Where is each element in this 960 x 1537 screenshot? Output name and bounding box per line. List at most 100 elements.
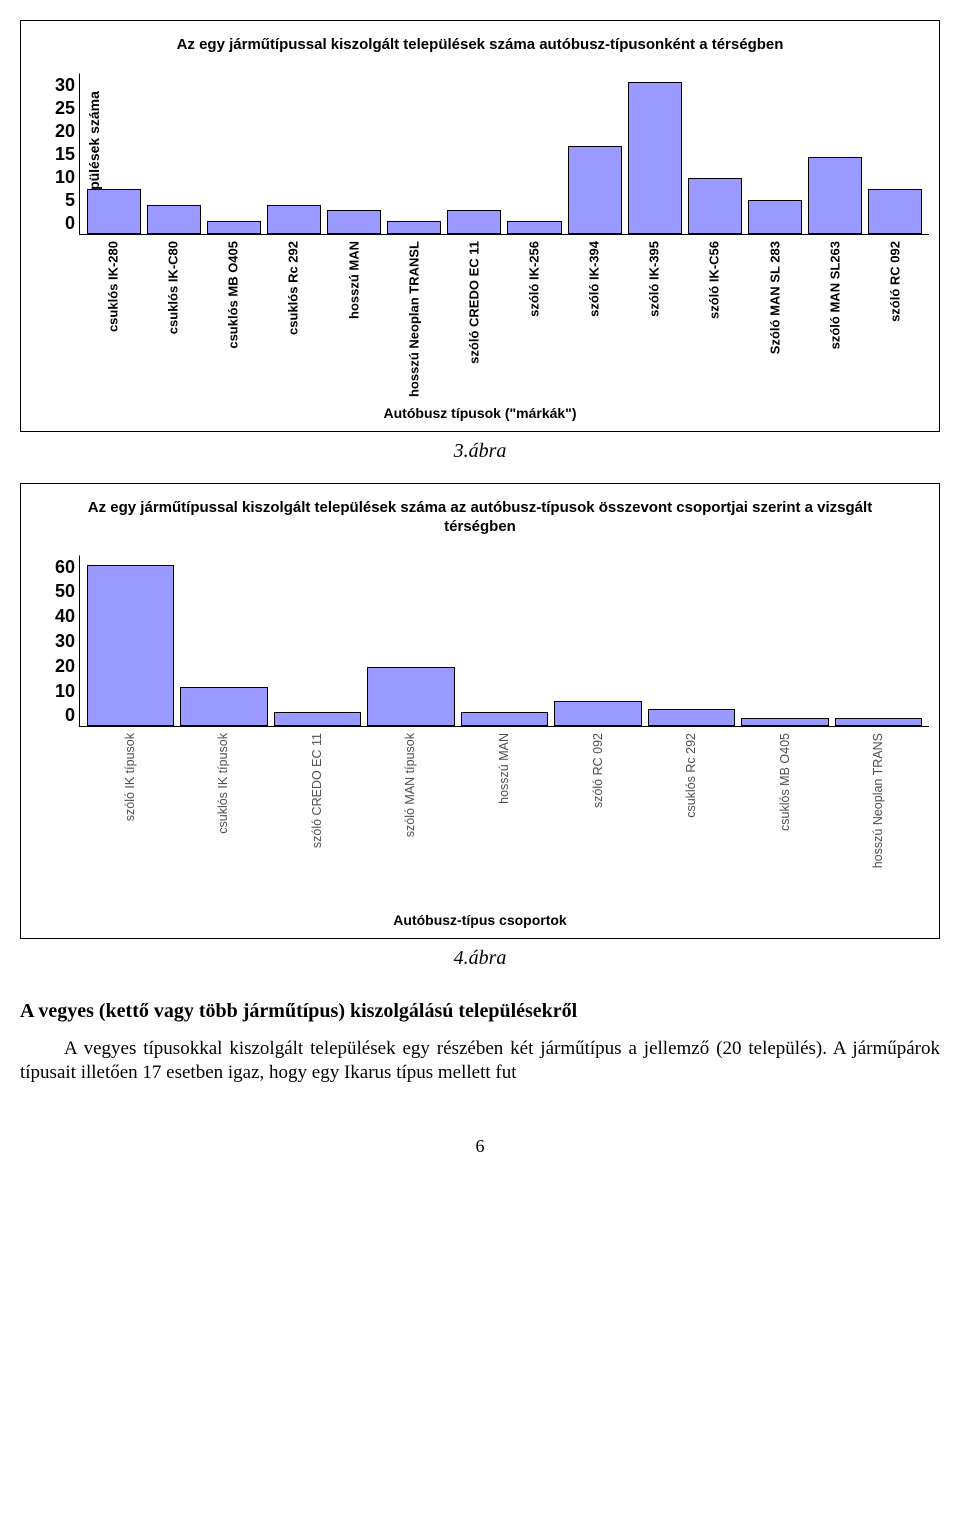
spacer — [31, 727, 55, 906]
y-tick: 30 — [55, 631, 75, 652]
y-tick: 40 — [55, 606, 75, 627]
bar — [87, 189, 141, 234]
bar — [741, 718, 828, 726]
bar-slot — [144, 205, 204, 234]
x-tick-label: szóló MAN típusok — [403, 733, 417, 837]
bar-slot — [364, 667, 457, 726]
bar-slot — [458, 712, 551, 725]
x-tick-label: csuklós Rc 292 — [286, 241, 301, 335]
bar — [267, 205, 321, 234]
x-tick-label: szóló MAN SL263 — [827, 241, 842, 349]
x-tick-label: szóló IK-C56 — [707, 241, 722, 319]
bar-slot — [324, 210, 384, 233]
bar-slot — [832, 718, 925, 726]
chart1-y-label-wrap: Települések száma — [31, 73, 55, 235]
body-paragraph: A vegyes típusokkal kiszolgált település… — [20, 1037, 940, 1086]
bar — [648, 709, 735, 725]
bar-slot — [745, 200, 805, 234]
bar — [180, 687, 267, 726]
bar — [554, 701, 641, 726]
bar — [147, 205, 201, 234]
x-tick-slot: csuklós MB O405 — [738, 727, 832, 906]
x-tick-slot: hosszú MAN — [324, 235, 384, 399]
y-tick: 30 — [55, 75, 75, 96]
chart2-y-label-wrap: Települések száma — [31, 555, 55, 727]
x-tick-label: szóló IK típusok — [123, 733, 137, 821]
x-tick-slot: csuklós IK típusok — [177, 727, 271, 906]
bar — [835, 718, 922, 726]
y-tick: 0 — [65, 705, 75, 726]
x-tick-slot: csuklós Rc 292 — [644, 727, 738, 906]
bar — [568, 146, 622, 233]
x-tick-label: csuklós Rc 292 — [684, 733, 698, 818]
y-tick: 5 — [65, 190, 75, 211]
bar-slot — [384, 221, 444, 234]
page-number: 6 — [20, 1136, 940, 1157]
chart1-caption: 3.ábra — [20, 440, 940, 463]
chart2-xticks-row: szóló IK típusok csuklós IK típusok szóló … — [31, 727, 929, 906]
x-tick-slot: csuklós MB O405 — [203, 235, 263, 399]
x-tick-label: csuklós IK típusok — [216, 733, 230, 834]
x-tick-label: hosszú Neoplan TRANS — [871, 733, 885, 868]
bar-slot — [271, 712, 364, 725]
y-tick: 20 — [55, 121, 75, 142]
x-tick-slot: hosszú Neoplan TRANS — [832, 727, 926, 906]
y-tick: 10 — [55, 681, 75, 702]
chart2-y-ticks: 6050403020100 — [55, 555, 79, 727]
y-tick: 25 — [55, 98, 75, 119]
x-tick-label: szóló CREDO EC 11 — [466, 241, 481, 364]
chart1-xticks-row: csuklós IK-280 csuklós IK-C80 csuklós MB O… — [31, 235, 929, 399]
bar — [808, 157, 862, 234]
x-tick-label: csuklós MB O405 — [778, 733, 792, 831]
x-tick-slot: szóló RC 092 — [551, 727, 645, 906]
bar — [688, 178, 742, 233]
x-tick-slot: szóló CREDO EC 11 — [270, 727, 364, 906]
x-tick-slot: szóló IK-256 — [504, 235, 564, 399]
x-tick-label: szóló RC 092 — [591, 733, 605, 808]
x-tick-label: szóló RC 092 — [887, 241, 902, 322]
x-tick-label: csuklós MB O405 — [226, 241, 241, 349]
bar-slot — [264, 205, 324, 234]
chart2-title: Az egy járműtípussal kiszolgált települé… — [71, 498, 889, 537]
x-tick-label: Szóló MAN SL 283 — [767, 241, 782, 354]
bar — [868, 189, 922, 234]
x-tick-slot: csuklós Rc 292 — [263, 235, 323, 399]
bar-slot — [625, 82, 685, 233]
bar-slot — [444, 210, 504, 233]
spacer — [55, 727, 79, 906]
x-tick-label: hosszú Neoplan TRANSL — [406, 241, 421, 397]
bar-slot — [204, 221, 264, 234]
y-tick: 10 — [55, 167, 75, 188]
spacer — [55, 235, 79, 399]
bar — [274, 712, 361, 725]
x-tick-label: hosszú MAN — [346, 241, 361, 319]
chart1-x-axis-label: Autóbusz típusok ("márkák") — [31, 405, 929, 421]
y-tick: 15 — [55, 144, 75, 165]
chart2-container: Az egy járműtípussal kiszolgált települé… — [20, 483, 940, 939]
x-tick-label: csuklós IK-280 — [106, 241, 121, 332]
bar — [748, 200, 802, 234]
bar-slot — [551, 701, 644, 726]
x-tick-slot: szóló MAN SL263 — [805, 235, 865, 399]
chart1-title: Az egy járműtípussal kiszolgált települé… — [71, 35, 889, 55]
x-tick-label: szóló IK-394 — [587, 241, 602, 317]
y-tick: 60 — [55, 557, 75, 578]
x-tick-slot: szóló IK típusok — [83, 727, 177, 906]
spacer — [31, 235, 55, 399]
x-tick-slot: szóló IK-395 — [624, 235, 684, 399]
bar-slot — [84, 565, 177, 726]
chart2-plot-row: Települések száma 6050403020100 — [31, 555, 929, 727]
chart1-container: Az egy járműtípussal kiszolgált települé… — [20, 20, 940, 432]
bar-slot — [504, 221, 564, 234]
chart2-caption: 4.ábra — [20, 947, 940, 970]
x-tick-label: hosszú MAN — [497, 733, 511, 804]
chart1-plot-area — [79, 73, 929, 235]
chart1-plot-row: Települések száma 302520151050 — [31, 73, 929, 235]
bar-slot — [84, 189, 144, 234]
x-tick-label: szóló CREDO EC 11 — [310, 733, 324, 848]
section-heading: A vegyes (kettő vagy több járműtípus) ki… — [20, 1000, 940, 1023]
x-tick-slot: szóló RC 092 — [865, 235, 925, 399]
x-tick-slot: szóló CREDO EC 11 — [444, 235, 504, 399]
x-tick-slot: csuklós IK-C80 — [143, 235, 203, 399]
x-tick-slot: szóló MAN típusok — [364, 727, 458, 906]
